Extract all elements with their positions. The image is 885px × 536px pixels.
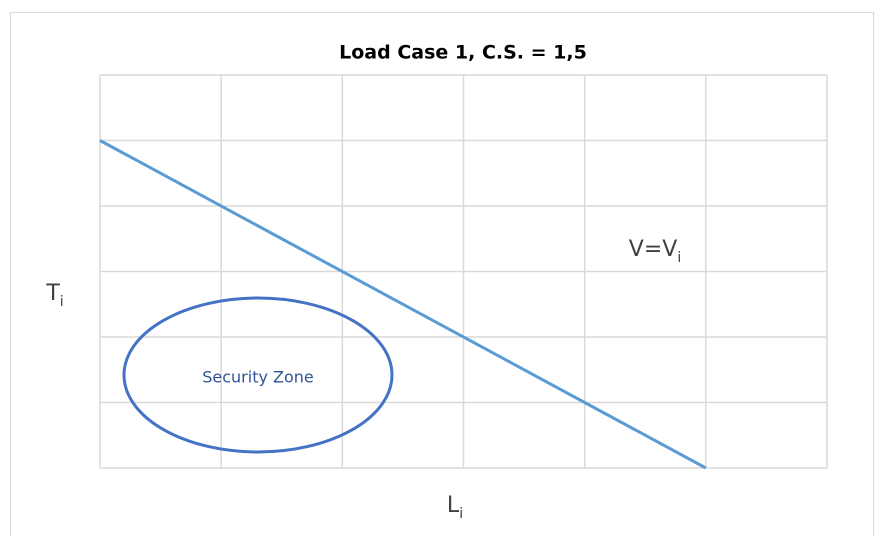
- chart-frame: [10, 12, 874, 536]
- label-sub: i: [60, 294, 64, 310]
- annotation: Security Zone: [202, 368, 314, 387]
- grid: [99, 74, 828, 469]
- label-base: L: [447, 493, 460, 518]
- label-base: V=V: [629, 237, 678, 262]
- label-sub: i: [459, 506, 463, 522]
- series-label: V=Vi: [629, 237, 681, 266]
- security-zone-ellipse: [122, 296, 394, 454]
- label-sub: i: [677, 250, 681, 266]
- label-base: T: [45, 281, 60, 306]
- y-axis-label: Ti: [45, 281, 63, 310]
- series-line: [99, 139, 707, 470]
- x-axis-label: Li: [447, 493, 463, 522]
- chart-title: Load Case 1, C.S. = 1,5: [339, 42, 587, 64]
